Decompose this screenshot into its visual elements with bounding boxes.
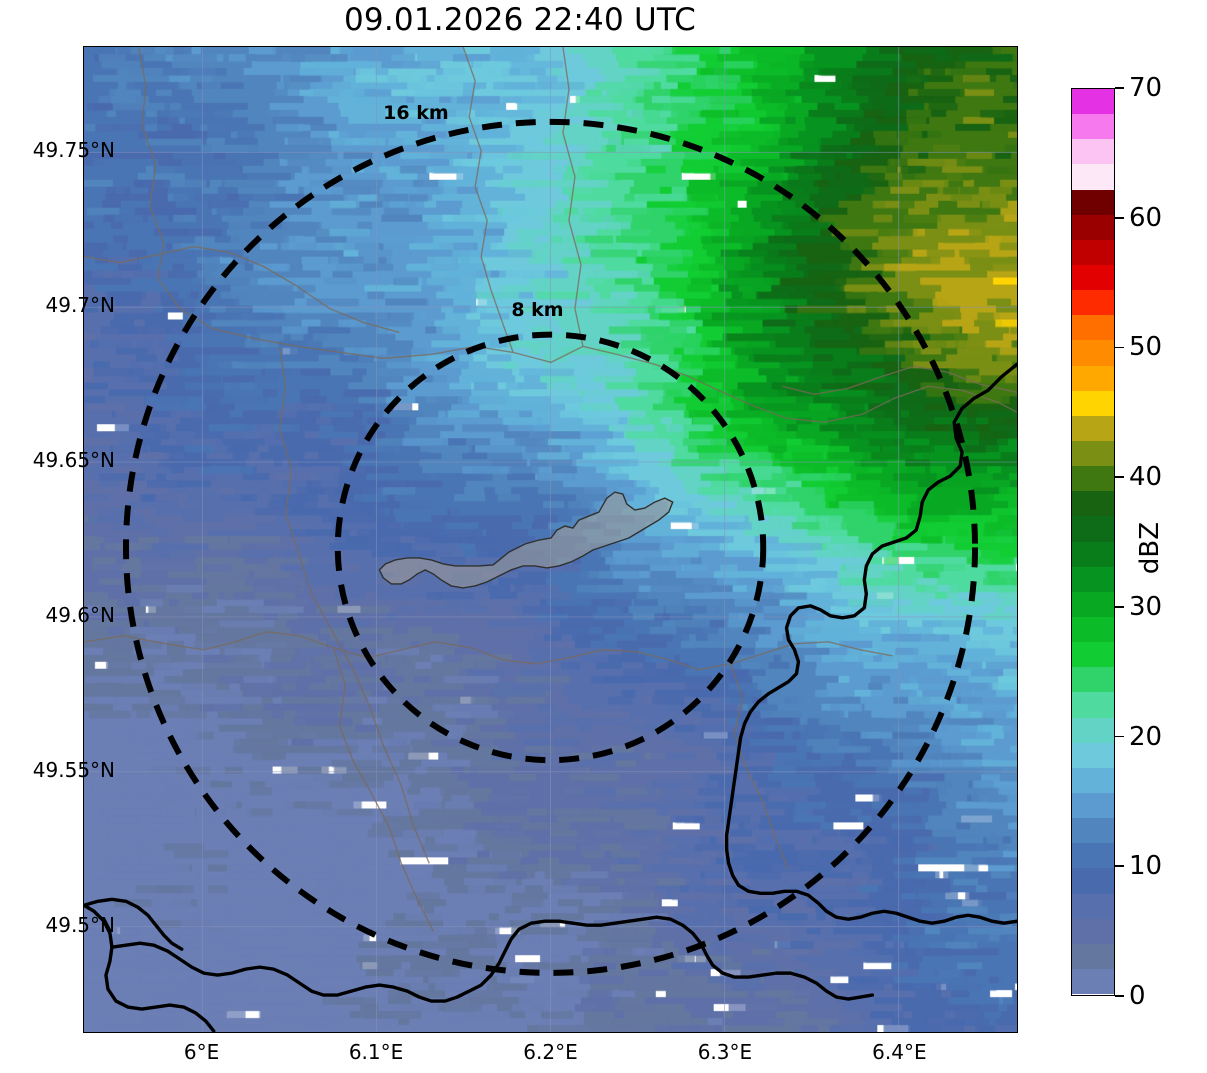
latitude-tick-text: 49.6°N (45, 603, 116, 628)
colorbar-band (1072, 868, 1114, 894)
colorbar-band (1072, 767, 1114, 793)
colorbar-tick-label: 20 (1129, 721, 1163, 752)
colorbar-band (1072, 717, 1114, 743)
colorbar-band (1072, 139, 1114, 165)
colorbar-tick-label: 50 (1129, 332, 1163, 363)
colorbar-band (1072, 541, 1114, 567)
colorbar-tick-label: 30 (1129, 591, 1163, 622)
radar-map-panel[interactable]: 16 km 8 km (83, 46, 1018, 1033)
colorbar-tick (1115, 865, 1124, 868)
colorbar-tick (1115, 735, 1124, 738)
longitude-tick-label: 6°E (183, 1040, 220, 1064)
colorbar-tick-label: 10 (1129, 851, 1163, 882)
colorbar-title: dBZ (1135, 521, 1165, 575)
colorbar-band (1072, 114, 1114, 140)
colorbar-tick (1115, 346, 1124, 349)
colorbar-tick (1115, 87, 1124, 89)
colorbar-band (1072, 692, 1114, 718)
colorbar-band (1072, 466, 1114, 492)
colorbar-tick (1115, 476, 1124, 478)
colorbar-band (1072, 264, 1114, 291)
colorbar-band (1072, 818, 1114, 844)
colorbar-band (1072, 89, 1114, 115)
latitude-tick-text: 49.7°N (45, 292, 116, 317)
colorbar-band (1072, 164, 1114, 190)
colorbar-tick (1115, 995, 1124, 997)
range-ring-label-16km: 16 km (383, 102, 449, 125)
colorbar-band (1072, 315, 1114, 341)
colorbar-band (1072, 440, 1114, 467)
colorbar-gradient (1071, 88, 1115, 996)
longitude-tick-label: 6.3°E (697, 1040, 753, 1064)
colorbar-band (1072, 239, 1114, 265)
colorbar-tick-label: 70 (1129, 73, 1163, 103)
colorbar-band (1072, 214, 1114, 240)
page-title: 09.01.2026 22:40 UTC (344, 2, 696, 38)
colorbar-band (1072, 340, 1114, 366)
colorbar-band (1072, 189, 1114, 215)
colorbar-band (1072, 943, 1114, 969)
colorbar-tick-label: 40 (1129, 462, 1163, 493)
latitude-tick-text: 49.75°N (32, 137, 115, 162)
river-lines (84, 47, 1017, 932)
colorbar-band (1072, 591, 1114, 617)
range-rings (122, 118, 979, 976)
colorbar-tick-label: 0 (1129, 981, 1146, 1011)
range-ring-label-8km: 8 km (511, 298, 564, 321)
colorbar-tick-label: 60 (1129, 202, 1163, 233)
colorbar-band (1072, 566, 1114, 592)
reservoir-polygon (378, 491, 674, 589)
colorbar-band (1072, 290, 1114, 316)
colorbar-band (1072, 516, 1114, 542)
longitude-tick-label: 6.1°E (348, 1040, 404, 1064)
colorbar-band (1072, 390, 1114, 416)
colorbar-band (1072, 843, 1114, 869)
country-borders (84, 362, 1017, 1032)
longitude-tick-label: 6.2°E (523, 1040, 578, 1064)
colorbar[interactable]: 0 10 20 30 40 50 60 70 (1071, 73, 1162, 1011)
longitude-tick-label: 6.4°E (872, 1040, 927, 1064)
colorbar-band (1072, 365, 1114, 391)
colorbar-band (1072, 792, 1114, 819)
colorbar-band (1072, 667, 1114, 693)
colorbar-band (1072, 742, 1114, 768)
colorbar-tick (1115, 606, 1124, 608)
latitude-tick-text: 49.5°N (45, 913, 116, 938)
map-vector-overlay (84, 47, 1017, 1032)
colorbar-band (1072, 893, 1114, 919)
colorbar-band (1072, 642, 1114, 668)
colorbar-band (1072, 968, 1114, 995)
colorbar-band (1072, 918, 1114, 944)
latitude-tick-text: 49.65°N (32, 447, 115, 472)
colorbar-band (1072, 491, 1114, 517)
colorbar-band (1072, 616, 1114, 643)
latitude-tick-text: 49.55°N (32, 758, 115, 783)
colorbar-tick (1115, 216, 1124, 219)
colorbar-band (1072, 415, 1114, 441)
